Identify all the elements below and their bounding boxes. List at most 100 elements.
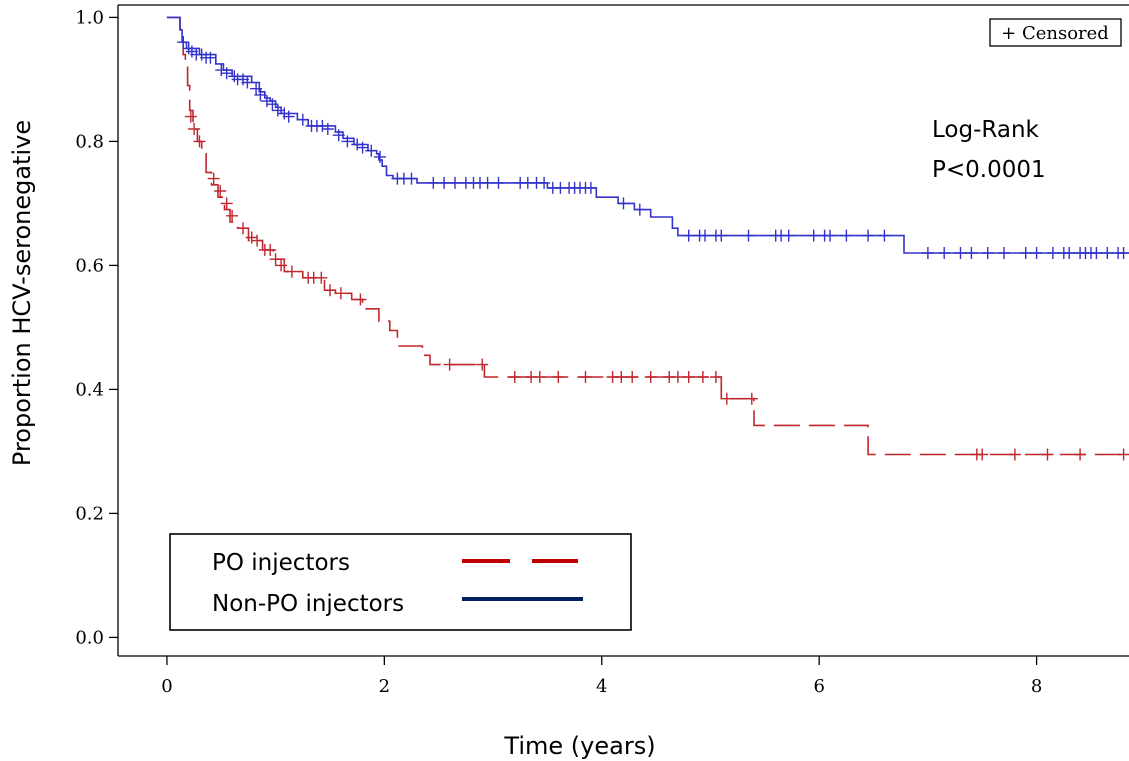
censored-legend-box [989, 18, 1122, 47]
censor-mark-po-injectors [709, 371, 722, 383]
censor-mark-non-po-injectors [271, 104, 284, 117]
censor-mark-non-po-injectors [699, 229, 711, 242]
censor-mark-non-po-injectors [182, 42, 195, 55]
censor-mark-non-po-injectors [682, 229, 695, 242]
censor-mark-non-po-injectors [260, 95, 273, 108]
annotation-line-2: P<0.0001 [932, 157, 1046, 183]
x-tick-label: 4 [596, 676, 607, 697]
censor-mark-po-injectors [334, 287, 347, 300]
censor-mark-non-po-injectors [981, 247, 994, 259]
x-ticks: 0 2 4 6 8 [161, 656, 1042, 697]
censor-mark-po-injectors [720, 392, 733, 405]
censor-mark-non-po-injectors [321, 123, 334, 135]
censor-mark-po-injectors [476, 358, 489, 371]
censored-legend: + Censored [989, 18, 1122, 47]
censor-mark-non-po-injectors [228, 70, 241, 83]
legend-box [169, 533, 632, 631]
censor-mark-po-injectors [696, 371, 709, 383]
censor-mark-po-injectors [682, 371, 695, 383]
censor-mark-non-po-injectors [374, 150, 386, 163]
censor-mark-non-po-injectors [356, 141, 369, 154]
censor-mark-non-po-injectors [316, 119, 329, 132]
censor-mark-po-injectors [285, 265, 298, 278]
censor-mark-po-injectors [1008, 448, 1021, 461]
censor-mark-non-po-injectors [807, 229, 820, 242]
censor-mark-non-po-injectors [862, 229, 875, 242]
y-tick-label: 1.0 [75, 7, 104, 28]
censor-mark-non-po-injectors [296, 113, 309, 126]
censor-mark-non-po-injectors [204, 51, 217, 64]
censor-mark-po-injectors [324, 284, 336, 297]
x-tick-label: 6 [813, 676, 824, 697]
censor-mark-po-injectors [615, 371, 628, 383]
censor-mark-non-po-injectors [617, 197, 630, 210]
censor-mark-non-po-injectors [1101, 247, 1114, 259]
censor-mark-po-injectors [315, 271, 328, 284]
censor-mark-non-po-injectors [998, 247, 1010, 259]
censor-mark-po-injectors [193, 135, 206, 148]
censor-mark-non-po-injectors [715, 229, 728, 242]
censor-mark-non-po-injectors [921, 247, 934, 259]
x-tick-label: 2 [379, 676, 390, 697]
censor-mark-po-injectors [533, 371, 546, 383]
censor-mark-non-po-injectors [177, 36, 190, 49]
censor-mark-po-injectors [1041, 448, 1054, 461]
censor-mark-non-po-injectors [351, 138, 364, 151]
censor-mark-non-po-injectors [824, 229, 836, 242]
censor-mark-non-po-injectors [1117, 247, 1129, 259]
y-ticks: 0.0 0.2 0.4 0.6 0.8 1.0 [75, 7, 118, 648]
censor-mark-po-injectors [275, 259, 288, 272]
censor-mark-po-injectors [214, 185, 227, 197]
censor-mark-non-po-injectors [742, 229, 755, 242]
censor-mark-non-po-injectors [250, 82, 263, 95]
censor-mark-non-po-injectors [954, 247, 967, 259]
censor-mark-po-injectors [245, 231, 258, 244]
y-tick-label: 0.4 [75, 379, 104, 400]
censor-mark-non-po-injectors [584, 181, 597, 194]
annotation-line-1: Log-Rank [932, 117, 1040, 143]
censor-mark-non-po-injectors [965, 247, 978, 259]
series-layer [166, 16, 1129, 461]
censor-mark-po-injectors [443, 358, 456, 371]
censored-legend-label: + Censored [1001, 23, 1109, 44]
censor-mark-non-po-injectors [782, 229, 795, 242]
censor-mark-non-po-injectors [254, 88, 267, 101]
x-axis-title: Time (years) [503, 732, 655, 760]
censor-mark-po-injectors [1074, 448, 1087, 461]
y-tick-label: 0.2 [75, 503, 104, 524]
censor-mark-po-injectors [976, 448, 989, 461]
censor-mark-po-injectors [552, 371, 565, 383]
censor-mark-non-po-injectors [1019, 247, 1032, 259]
censor-mark-non-po-injectors [215, 64, 228, 77]
censor-mark-non-po-injectors [633, 203, 646, 216]
censor-mark-po-injectors [626, 371, 639, 383]
censor-mark-non-po-injectors [341, 135, 354, 148]
log-rank-annotation: Log-Rank P<0.0001 [932, 117, 1046, 183]
censor-mark-po-injectors [220, 197, 233, 210]
censor-mark-po-injectors [1117, 448, 1129, 461]
censor-mark-po-injectors [745, 392, 758, 405]
censor-mark-po-injectors [508, 371, 521, 383]
censor-mark-po-injectors [644, 371, 657, 383]
censor-mark-non-po-injectors [332, 129, 345, 142]
censor-mark-non-po-injectors [840, 229, 853, 242]
y-axis-title: Proportion HCV-seronegative [8, 120, 36, 466]
censor-mark-po-injectors [237, 222, 249, 235]
censor-mark-non-po-injectors [220, 67, 233, 80]
censor-mark-po-injectors [226, 209, 239, 222]
y-tick-label: 0.0 [75, 627, 104, 648]
x-tick-label: 8 [1031, 676, 1042, 697]
series-legend: PO injectors Non-PO injectors [169, 533, 632, 631]
censor-mark-po-injectors [354, 293, 367, 306]
censor-mark-non-po-injectors [492, 176, 505, 189]
censor-mark-non-po-injectors [1090, 247, 1103, 259]
censor-mark-non-po-injectors [1046, 247, 1059, 259]
censor-mark-non-po-injectors [878, 229, 891, 242]
censor-mark-non-po-injectors [365, 144, 378, 157]
x-tick-label: 0 [161, 676, 172, 697]
censor-mark-po-injectors [188, 123, 201, 135]
censor-mark-non-po-injectors [282, 110, 295, 123]
censor-mark-non-po-injectors [266, 98, 279, 111]
censor-mark-po-injectors [269, 253, 282, 266]
